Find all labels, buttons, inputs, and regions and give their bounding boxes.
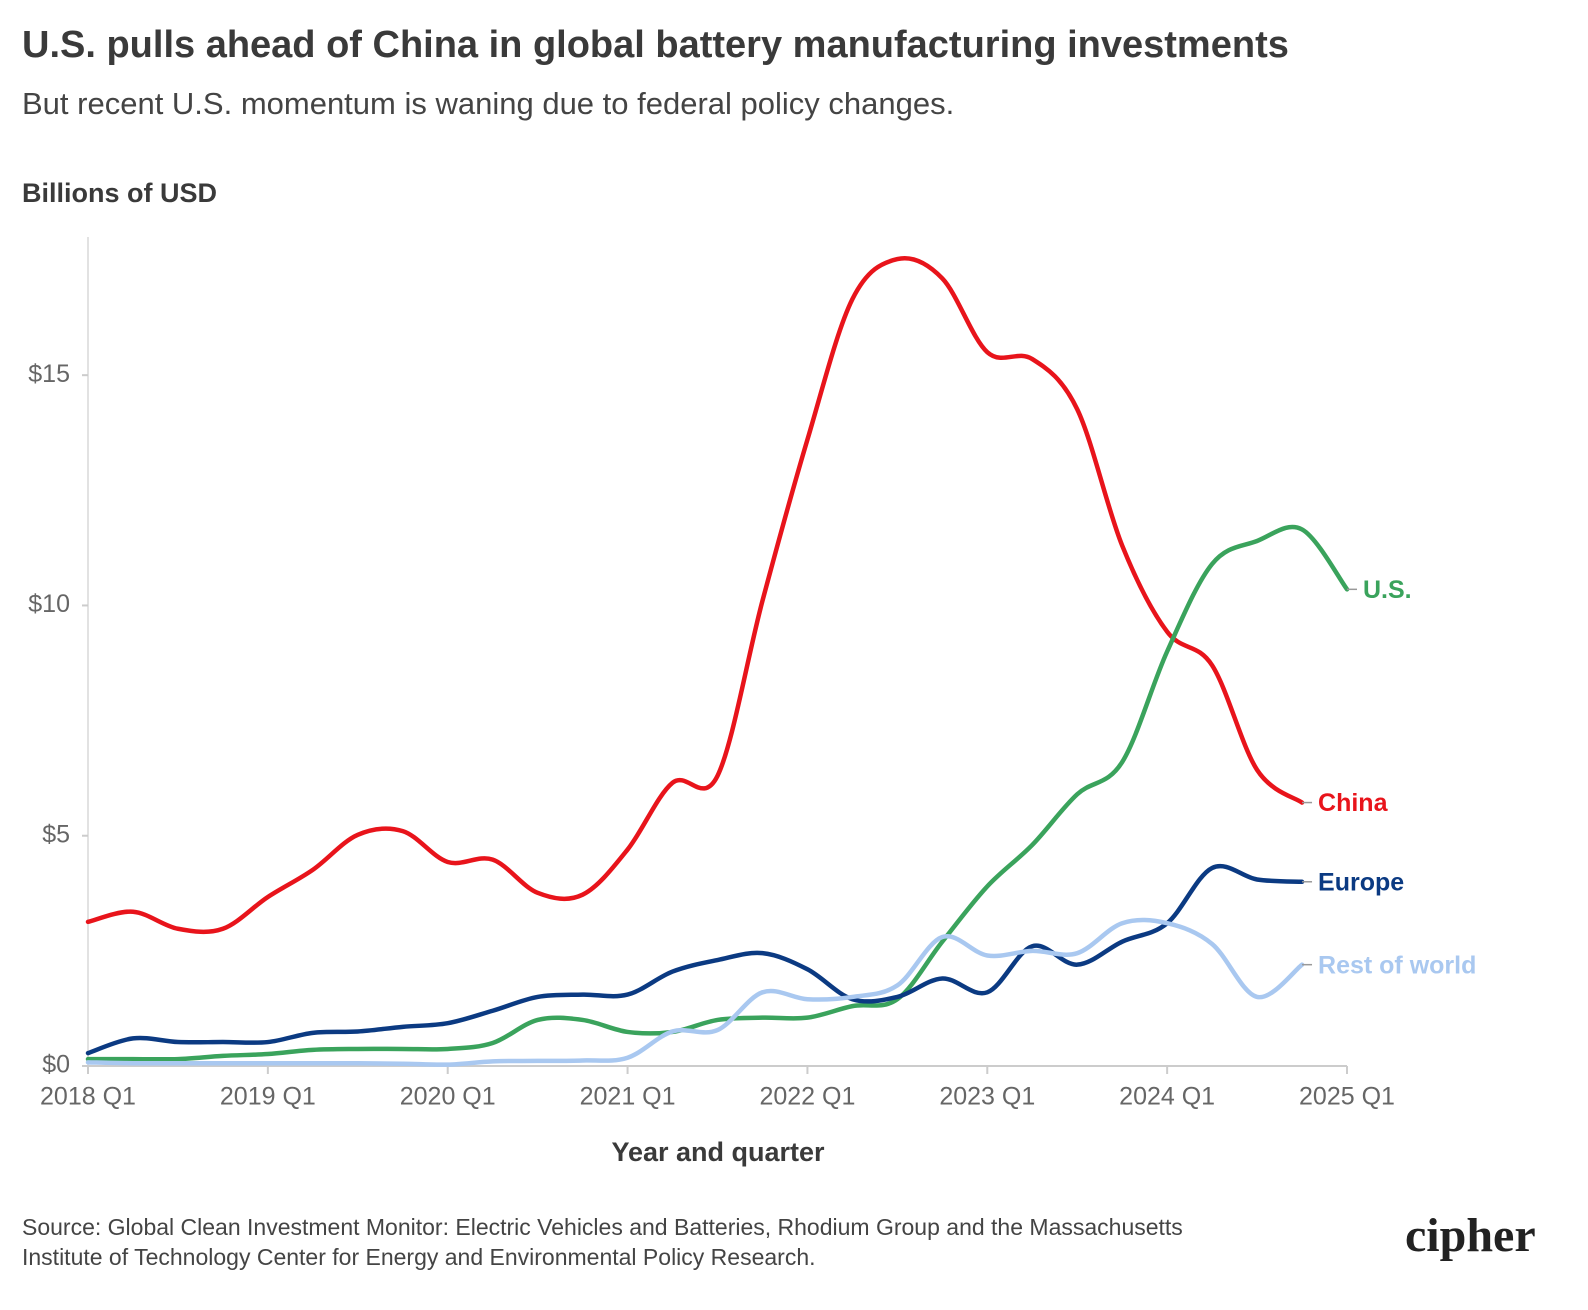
y-axis-label: Billions of USD	[22, 178, 217, 208]
x-tick-label: 2022 Q1	[759, 1083, 855, 1111]
series-line	[85, 524, 1350, 1062]
chart: Year and quarter $0 $5 $10 $15 2018 Q1 2019 Q…	[28, 237, 1476, 1167]
series-label: U.S.	[1363, 576, 1412, 604]
y-tick-label: $10	[28, 590, 70, 618]
x-tick-label: 2020 Q1	[400, 1083, 496, 1111]
x-tick-label: 2021 Q1	[580, 1083, 676, 1111]
logo: cipher	[1405, 1209, 1536, 1262]
x-axis-label: Year and quarter	[611, 1137, 825, 1167]
series-label: China	[1318, 789, 1389, 817]
y-tick-label: $15	[28, 360, 70, 388]
series-line	[85, 917, 1305, 1067]
series-line	[85, 864, 1305, 1056]
series-label: Europe	[1318, 868, 1404, 896]
chart-title: U.S. pulls ahead of China in global batt…	[22, 24, 1289, 66]
series-line	[85, 256, 1305, 935]
x-tick-label: 2023 Q1	[939, 1083, 1035, 1111]
y-tick-label: $0	[42, 1051, 70, 1079]
x-tick-label: 2025 Q1	[1299, 1083, 1395, 1111]
source-note: Source: Global Clean Investment Monitor:…	[22, 1214, 1183, 1270]
series-label: Rest of world	[1318, 951, 1476, 979]
y-tick-label: $5	[42, 820, 70, 848]
chart-subtitle: But recent U.S. momentum is waning due t…	[22, 86, 955, 121]
x-tick-label: 2018 Q1	[40, 1083, 136, 1111]
x-tick-label: 2024 Q1	[1119, 1083, 1215, 1111]
x-tick-label: 2019 Q1	[220, 1083, 316, 1111]
